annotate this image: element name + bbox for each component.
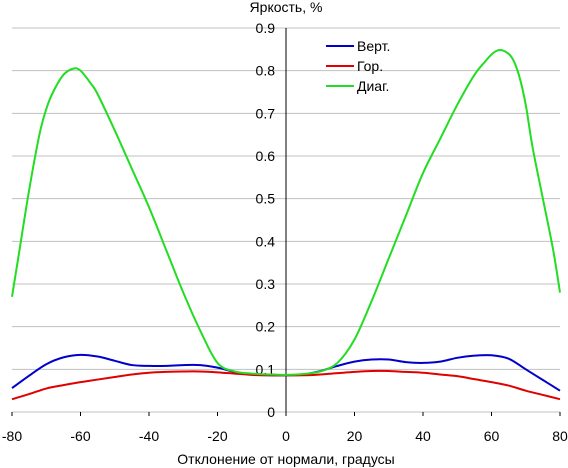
y-tick-label: 0.5 — [256, 191, 276, 207]
y-tick-label: 0.8 — [256, 63, 276, 79]
series-line-2 — [11, 49, 561, 376]
y-axis-title: Яркость, % — [250, 0, 323, 15]
x-tick-label: 20 — [347, 428, 363, 444]
y-tick-label: 0.7 — [256, 105, 276, 121]
y-tick-label: 0.2 — [256, 319, 276, 335]
x-tick-label: -20 — [207, 428, 227, 444]
series-lines — [11, 49, 561, 401]
legend-label: Гор. — [357, 58, 383, 74]
y-tick-label: 0.6 — [256, 148, 276, 164]
y-tick-label: 0.9 — [256, 20, 276, 36]
x-tick-label: 40 — [415, 428, 431, 444]
y-tick-label: 0 — [267, 404, 275, 420]
legend: Верт. Гор. Диаг. — [326, 38, 390, 94]
x-tick-label: 80 — [552, 428, 568, 444]
x-tick-label: -60 — [70, 428, 90, 444]
legend-label: Верт. — [357, 38, 390, 54]
legend-label: Диаг. — [357, 78, 389, 94]
x-tick-label: -80 — [2, 428, 22, 444]
y-tick-label: 0.4 — [256, 233, 276, 249]
tick-labels: 00.10.20.30.40.50.60.70.80.9-80 -60 -40 -20… — [2, 20, 568, 444]
x-tick-label: 0 — [282, 428, 290, 444]
x-tick-label: -40 — [139, 428, 159, 444]
y-tick-label: 0.3 — [256, 276, 276, 292]
x-tick-label: 60 — [484, 428, 500, 444]
x-axis-title: Отклонение от нормали, градусы — [177, 451, 394, 467]
